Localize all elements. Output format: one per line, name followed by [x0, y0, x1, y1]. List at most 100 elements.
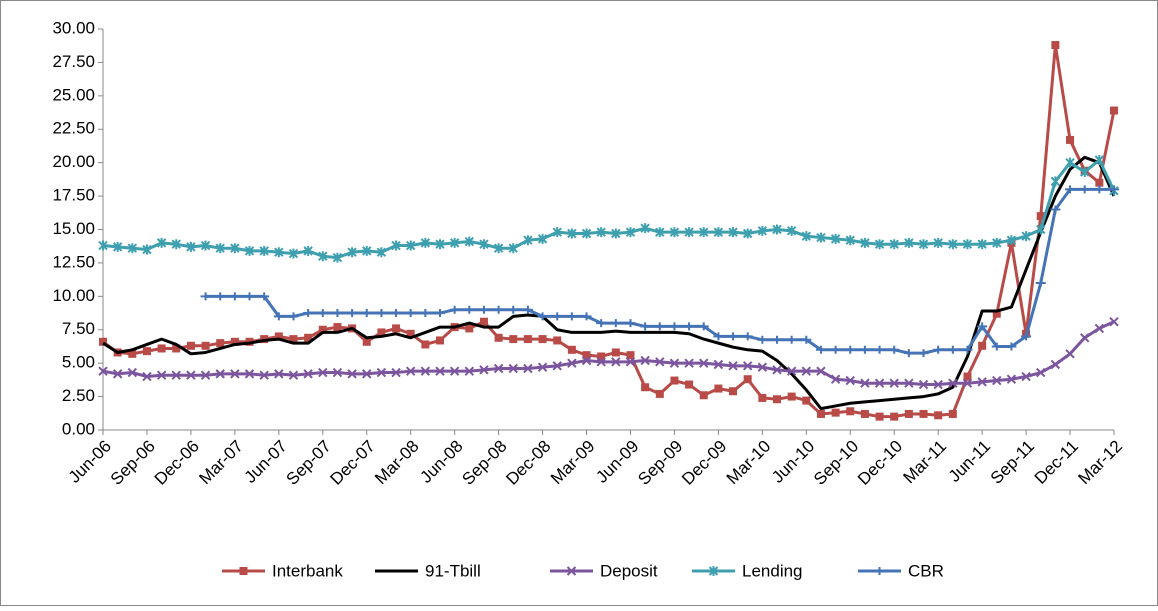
marker: [684, 358, 694, 368]
legend-item: Lending: [692, 561, 803, 580]
marker: [537, 233, 548, 244]
marker: [508, 305, 519, 314]
marker: [977, 239, 987, 250]
marker: [830, 374, 841, 384]
marker: [742, 228, 753, 239]
marker: [391, 309, 402, 318]
marker: [933, 237, 943, 248]
marker: [567, 228, 577, 239]
marker: [874, 567, 885, 575]
marker: [274, 369, 284, 379]
marker: [992, 237, 1002, 248]
marker: [552, 227, 562, 238]
y-tick-label: 5.00: [62, 353, 95, 372]
marker: [274, 247, 284, 258]
marker: [537, 312, 548, 321]
series-2: [98, 317, 1119, 390]
y-tick-label: 25.00: [52, 85, 95, 104]
marker: [654, 322, 665, 331]
marker: [713, 332, 724, 341]
marker: [98, 240, 108, 251]
marker: [889, 378, 899, 388]
marker: [1035, 278, 1046, 287]
marker: [449, 237, 460, 248]
marker: [420, 237, 431, 248]
marker: [259, 292, 270, 301]
marker: [948, 409, 957, 418]
marker: [772, 224, 782, 235]
marker: [229, 292, 240, 301]
marker: [728, 227, 738, 238]
marker: [699, 358, 709, 368]
marker: [773, 395, 781, 404]
legend-label: Lending: [742, 561, 803, 580]
marker: [610, 319, 621, 328]
marker: [303, 369, 313, 379]
marker: [1079, 333, 1090, 343]
marker: [934, 411, 943, 420]
marker: [1094, 185, 1105, 194]
marker: [479, 239, 489, 250]
y-tick-label: 12.50: [52, 252, 95, 271]
marker: [215, 292, 226, 301]
marker: [156, 237, 167, 248]
marker: [1050, 176, 1061, 187]
legend-label: CBR: [908, 561, 944, 580]
marker: [1109, 185, 1119, 194]
marker: [708, 566, 719, 576]
marker: [215, 369, 225, 379]
marker: [332, 367, 343, 378]
marker: [933, 345, 944, 354]
marker: [509, 335, 518, 344]
line: [102, 43, 1116, 419]
marker: [288, 248, 299, 259]
marker: [347, 369, 357, 379]
marker: [142, 371, 152, 382]
marker: [391, 367, 401, 378]
marker: [273, 312, 284, 321]
marker: [288, 370, 299, 380]
marker: [493, 363, 504, 374]
marker: [391, 240, 401, 251]
marker: [669, 322, 680, 331]
marker: [699, 227, 709, 238]
marker: [127, 367, 138, 378]
marker: [845, 345, 856, 354]
marker: [435, 239, 445, 250]
marker: [361, 309, 372, 318]
marker: [464, 305, 475, 314]
marker: [758, 393, 767, 402]
marker: [318, 251, 328, 262]
marker: [596, 357, 606, 367]
marker: [230, 369, 240, 379]
y-tick-label: 30.00: [52, 18, 95, 37]
marker: [801, 366, 812, 376]
marker: [846, 407, 855, 416]
marker: [479, 317, 488, 326]
marker: [112, 369, 123, 379]
marker: [963, 372, 972, 381]
marker: [523, 335, 532, 344]
marker: [317, 309, 328, 318]
marker: [802, 396, 811, 405]
marker: [903, 349, 914, 358]
marker: [904, 409, 913, 418]
marker: [1021, 332, 1032, 341]
marker: [962, 378, 973, 388]
marker: [786, 335, 797, 344]
marker: [874, 239, 885, 250]
marker: [508, 243, 518, 254]
series-1: [102, 155, 1116, 411]
marker: [655, 389, 664, 398]
marker: [977, 377, 987, 387]
marker: [669, 358, 680, 368]
marker: [493, 243, 504, 254]
marker: [332, 252, 343, 263]
marker: [1079, 167, 1090, 178]
marker: [859, 345, 870, 354]
marker: [757, 335, 768, 344]
marker: [1110, 106, 1118, 115]
marker: [742, 332, 753, 341]
marker: [728, 332, 739, 341]
